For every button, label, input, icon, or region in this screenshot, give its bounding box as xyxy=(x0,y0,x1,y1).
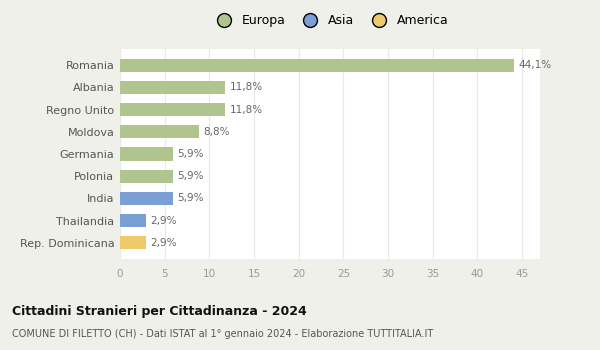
Text: 11,8%: 11,8% xyxy=(230,105,263,114)
Bar xyxy=(120,58,514,72)
Bar xyxy=(120,214,146,227)
Bar xyxy=(120,81,226,94)
Text: 5,9%: 5,9% xyxy=(177,171,203,181)
Bar xyxy=(120,147,173,161)
Text: 5,9%: 5,9% xyxy=(177,194,203,203)
Text: 8,8%: 8,8% xyxy=(203,127,230,137)
Text: 44,1%: 44,1% xyxy=(518,60,551,70)
Bar xyxy=(120,236,146,250)
Bar xyxy=(120,192,173,205)
Legend: Europa, Asia, America: Europa, Asia, America xyxy=(206,9,454,32)
Bar xyxy=(120,103,226,116)
Text: COMUNE DI FILETTO (CH) - Dati ISTAT al 1° gennaio 2024 - Elaborazione TUTTITALIA: COMUNE DI FILETTO (CH) - Dati ISTAT al 1… xyxy=(12,329,433,339)
Text: 11,8%: 11,8% xyxy=(230,82,263,92)
Text: Cittadini Stranieri per Cittadinanza - 2024: Cittadini Stranieri per Cittadinanza - 2… xyxy=(12,304,307,317)
Text: 5,9%: 5,9% xyxy=(177,149,203,159)
Bar xyxy=(120,125,199,139)
Text: 2,9%: 2,9% xyxy=(151,238,177,248)
Text: 2,9%: 2,9% xyxy=(151,216,177,226)
Bar xyxy=(120,169,173,183)
